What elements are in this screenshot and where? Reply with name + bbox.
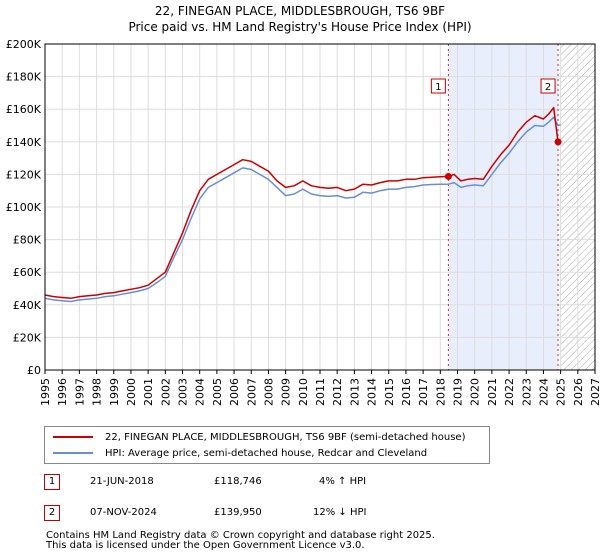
y-tick-label: £60K <box>13 266 42 279</box>
x-tick-label: 2010 <box>297 378 310 406</box>
plot-frame <box>44 43 596 371</box>
legend-hpi-swatch <box>53 452 93 454</box>
sale-price: £118,746 <box>214 476 262 487</box>
x-tick-label: 1999 <box>108 378 121 406</box>
x-tick-label: 2013 <box>348 378 361 406</box>
x-tick-label: 2009 <box>280 378 293 406</box>
x-tick-label: 2021 <box>486 378 499 406</box>
x-tick-label: 2004 <box>194 378 207 406</box>
sale-label-text: 2 <box>545 82 551 93</box>
x-tick-label: 2005 <box>211 378 224 406</box>
sale-date: 07-NOV-2024 <box>90 507 157 518</box>
sale-number-badge: 2 <box>44 505 60 521</box>
hpi-line <box>44 116 561 303</box>
legend-hpi-label: HPI: Average price, semi-detached house,… <box>105 447 428 459</box>
sale-hpi-change: 12% ↓ HPI <box>313 507 367 518</box>
y-tick-label: £80K <box>13 234 42 247</box>
y-tick-label: £120K <box>6 168 42 181</box>
x-tick-label: 2008 <box>262 378 275 406</box>
x-tick-label: 2023 <box>520 378 533 406</box>
y-tick-label: £140K <box>6 136 42 149</box>
x-tick-label: 2014 <box>366 378 379 406</box>
x-tick-label: 1997 <box>73 378 86 406</box>
x-tick-label: 2017 <box>417 378 430 406</box>
footer-attribution: Contains HM Land Registry data © Crown c… <box>46 531 435 551</box>
footer-line-1: Contains HM Land Registry data © Crown c… <box>46 530 435 541</box>
sale-point <box>554 138 562 146</box>
x-tick-label: 2002 <box>159 378 172 406</box>
x-tick-label: 2016 <box>400 378 413 406</box>
x-tick-label: 2000 <box>125 378 138 406</box>
x-tick-label: 2006 <box>228 378 241 406</box>
y-tick-label: £0 <box>27 364 41 377</box>
sale-label-box <box>540 78 556 94</box>
y-tick-label: £40K <box>13 299 42 312</box>
sale-point <box>444 172 452 180</box>
x-tick-label: 2001 <box>142 378 155 406</box>
legend-item-property: 22, FINEGAN PLACE, MIDDLESBROUGH, TS6 9B… <box>53 429 466 445</box>
y-tick-label: £100K <box>6 201 42 214</box>
x-tick-label: 2011 <box>314 378 327 406</box>
x-tick-label: 2018 <box>434 378 447 406</box>
price-chart: 1 2 £0 £20K £40K £60K £80K £100K £120K £140K £160… <box>6 38 600 406</box>
y-tick-label: £160K <box>6 103 42 116</box>
legend: 22, FINEGAN PLACE, MIDDLESBROUGH, TS6 9B… <box>44 426 490 464</box>
sale-hpi-change: 4% ↑ HPI <box>319 476 367 487</box>
x-tick-label: 2026 <box>572 378 585 406</box>
x-tick-label: 2007 <box>245 378 258 406</box>
x-tick-label: 1995 <box>39 378 52 406</box>
x-tick-label: 2027 <box>589 378 600 406</box>
x-tick-label: 2022 <box>503 378 516 406</box>
x-tick-label: 2019 <box>452 378 465 406</box>
x-tick-label: 2025 <box>555 378 568 406</box>
x-tick-label: 2003 <box>177 378 190 406</box>
y-tick-label: £200K <box>6 38 42 51</box>
sale-number-badge: 1 <box>44 474 60 490</box>
legend-property-label: 22, FINEGAN PLACE, MIDDLESBROUGH, TS6 9B… <box>105 431 466 443</box>
x-tick-label: 1996 <box>56 378 69 406</box>
y-tick-label: £180K <box>6 71 42 84</box>
sale-label-box <box>430 78 446 94</box>
x-tick-label: 2024 <box>537 378 550 406</box>
x-tick-label: 2015 <box>383 378 396 406</box>
legend-property-swatch <box>53 436 93 438</box>
x-tick-label: 1998 <box>91 378 104 406</box>
y-tick-label: £20K <box>13 331 42 344</box>
sale-price: £139,950 <box>214 507 262 518</box>
sale-date: 21-JUN-2018 <box>90 476 154 487</box>
sale-row: 1 21-JUN-2018 £118,746 4% ↑ HPI <box>44 474 464 494</box>
x-tick-label: 2012 <box>331 378 344 406</box>
sale-label-text: 1 <box>435 82 441 93</box>
sale-row: 2 07-NOV-2024 £139,950 12% ↓ HPI <box>44 505 464 525</box>
chart-title-line2: Price paid vs. HM Land Registry's House … <box>128 20 472 34</box>
legend-item-hpi: HPI: Average price, semi-detached house,… <box>53 445 427 461</box>
chart-title-line1: 22, FINEGAN PLACE, MIDDLESBROUGH, TS6 9B… <box>154 4 446 18</box>
property-price-line <box>44 106 559 300</box>
footer-line-2: This data is licensed under the Open Gov… <box>46 540 365 551</box>
x-tick-label: 2020 <box>469 378 482 406</box>
